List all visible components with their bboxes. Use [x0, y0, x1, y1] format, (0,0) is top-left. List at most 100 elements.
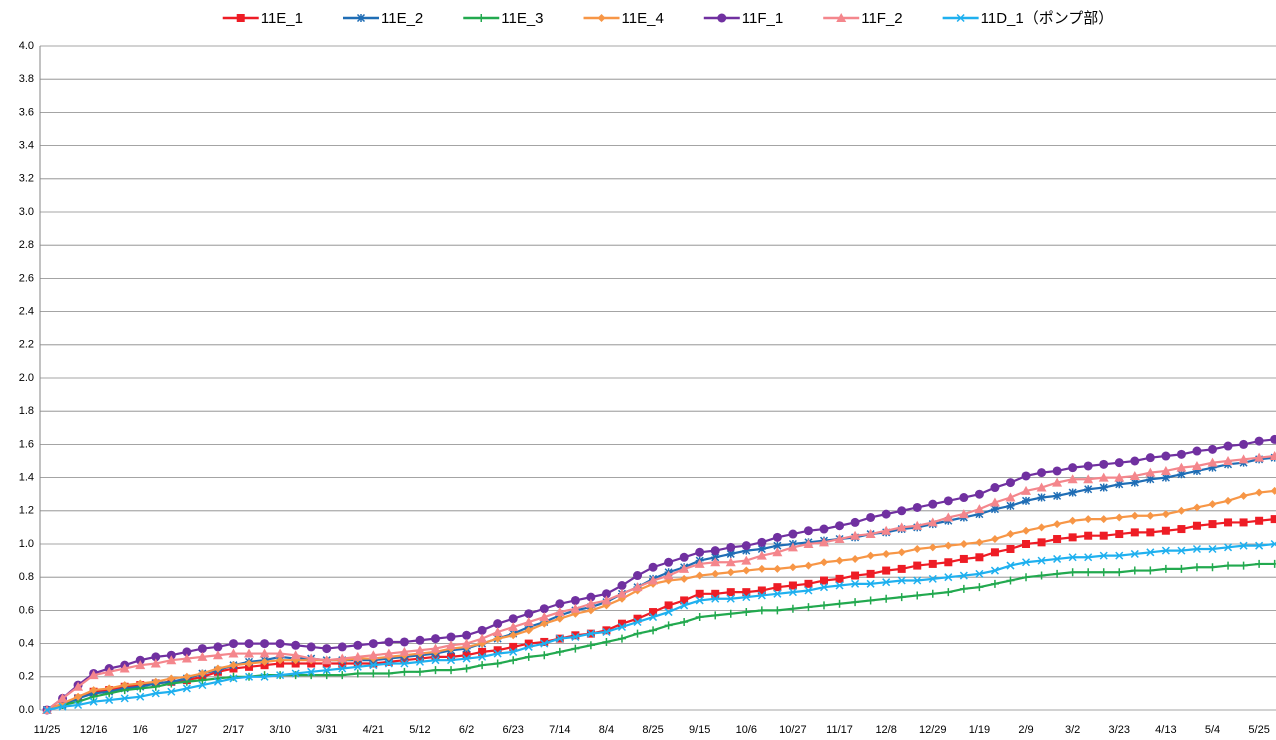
marker: [462, 654, 471, 663]
marker: [741, 541, 751, 551]
marker: [338, 671, 347, 680]
marker: [1177, 506, 1186, 515]
marker: [306, 653, 317, 663]
marker: [1068, 463, 1078, 473]
marker: [540, 637, 549, 646]
y-tick-label: 0.0: [19, 704, 34, 716]
marker: [990, 566, 999, 575]
marker: [447, 652, 456, 661]
marker: [150, 658, 161, 668]
marker: [897, 564, 906, 573]
x-tick-label: 12/16: [80, 724, 108, 736]
marker: [601, 595, 612, 605]
marker: [617, 634, 626, 643]
marker: [836, 13, 847, 22]
marker: [1146, 475, 1155, 484]
marker: [803, 539, 814, 548]
marker: [368, 650, 379, 660]
marker: [928, 574, 937, 583]
y-tick-label: 0.6: [19, 604, 34, 616]
marker: [213, 642, 223, 652]
y-tick-label: 3.4: [19, 140, 34, 152]
marker: [726, 609, 735, 618]
marker: [135, 660, 146, 670]
legend-label: 11E_4: [622, 10, 664, 27]
marker: [1224, 543, 1233, 552]
marker: [1255, 488, 1264, 497]
y-tick-label: 1.8: [19, 405, 34, 417]
x-tick-label: 4/13: [1155, 724, 1176, 736]
marker: [400, 659, 409, 668]
marker: [477, 14, 486, 22]
marker: [597, 14, 606, 22]
marker: [804, 603, 813, 612]
marker: [866, 512, 876, 522]
marker: [1115, 480, 1124, 489]
marker: [772, 532, 782, 542]
marker: [260, 639, 270, 649]
marker: [835, 556, 844, 565]
marker: [447, 656, 456, 665]
marker: [820, 601, 828, 610]
marker: [1239, 439, 1249, 449]
legend: 11E_1 11E_2 11E_3 11E_4 11F_1 11F_2 11D_1（ポンプ部…: [222, 10, 1113, 27]
marker: [928, 559, 937, 568]
marker: [478, 661, 487, 670]
marker: [913, 544, 922, 553]
marker: [1084, 515, 1093, 524]
marker: [353, 669, 362, 678]
marker: [353, 640, 363, 650]
marker: [711, 569, 720, 578]
marker: [275, 639, 285, 649]
marker: [788, 563, 797, 572]
marker: [632, 582, 643, 592]
marker: [555, 614, 564, 623]
y-tick-label: 1.4: [19, 472, 34, 484]
marker: [554, 607, 565, 617]
marker: [1068, 533, 1077, 542]
marker: [338, 664, 347, 673]
marker: [975, 553, 984, 562]
marker: [959, 554, 968, 563]
marker: [477, 633, 488, 643]
marker: [1099, 551, 1108, 560]
marker: [1053, 520, 1062, 529]
marker: [493, 619, 503, 629]
marker: [1160, 465, 1171, 475]
marker: [236, 14, 245, 22]
marker: [804, 586, 813, 595]
marker: [990, 535, 999, 544]
marker: [571, 631, 580, 640]
marker: [1161, 451, 1171, 461]
marker: [1223, 456, 1234, 465]
marker: [307, 667, 316, 676]
marker: [1114, 458, 1124, 468]
series: [42, 539, 1276, 715]
marker: [198, 669, 207, 678]
marker: [73, 681, 84, 691]
marker: [478, 652, 487, 661]
marker: [540, 639, 549, 648]
marker: [245, 659, 254, 668]
marker: [430, 643, 441, 653]
marker: [1084, 531, 1093, 540]
marker: [197, 644, 207, 654]
marker: [1208, 563, 1217, 572]
marker: [804, 561, 813, 570]
marker: [1067, 474, 1078, 484]
marker: [1006, 530, 1015, 539]
marker: [244, 648, 255, 658]
marker: [1239, 561, 1248, 570]
marker: [120, 681, 129, 690]
marker: [1099, 459, 1109, 469]
marker: [959, 571, 968, 580]
y-tick-label: 0.8: [19, 571, 34, 583]
marker: [260, 671, 269, 680]
marker: [1207, 457, 1218, 467]
marker: [1099, 483, 1108, 492]
marker: [913, 591, 922, 600]
marker: [897, 548, 906, 557]
y-tick-label: 3.2: [19, 173, 34, 185]
marker: [695, 571, 704, 580]
marker: [850, 517, 860, 527]
